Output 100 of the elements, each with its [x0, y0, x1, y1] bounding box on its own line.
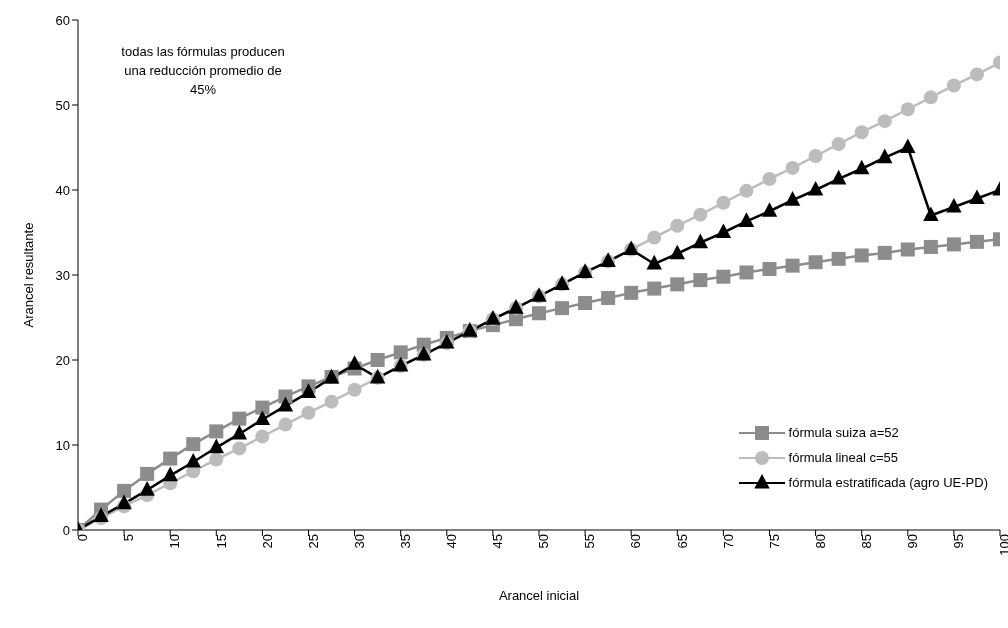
point: [347, 382, 362, 397]
point: [185, 452, 201, 468]
point: [163, 451, 178, 466]
point: [739, 183, 754, 198]
x-tick-label: 85: [858, 534, 874, 549]
y-tick-label: 10: [55, 437, 70, 453]
point: [923, 239, 938, 254]
point: [969, 189, 985, 205]
point: [532, 306, 546, 321]
point: [208, 438, 224, 454]
point: [209, 452, 224, 467]
point: [762, 262, 777, 277]
point: [785, 160, 800, 175]
point: [186, 437, 201, 452]
point: [969, 67, 984, 82]
point: [946, 197, 962, 213]
point: [900, 138, 916, 154]
x-tick-label: 30: [351, 534, 367, 549]
point: [116, 494, 132, 510]
point: [647, 230, 662, 245]
point: [254, 410, 271, 426]
point: [831, 251, 846, 266]
point: [854, 125, 869, 140]
x-tick-label: 0: [75, 534, 91, 542]
point: [139, 480, 155, 496]
point: [346, 355, 363, 370]
point: [93, 507, 109, 522]
x-tick-label: 10: [167, 534, 183, 549]
point: [739, 265, 754, 280]
point: [578, 296, 593, 311]
y-tick-label: 50: [55, 97, 70, 113]
point: [969, 234, 984, 249]
point: [231, 424, 248, 440]
point: [693, 207, 708, 222]
x-tick-label: 90: [905, 534, 921, 549]
x-tick-label: 65: [674, 534, 690, 549]
point: [393, 345, 408, 360]
x-axis-title: Arancel inicial: [498, 588, 580, 603]
point: [370, 353, 385, 367]
y-tick-label: 40: [55, 182, 70, 198]
point: [854, 159, 870, 175]
point: [601, 290, 616, 305]
point: [670, 218, 685, 233]
point: [670, 277, 685, 292]
point: [255, 429, 270, 444]
point: [209, 424, 224, 439]
x-tick-label: 45: [490, 534, 506, 549]
point: [830, 169, 847, 185]
point: [162, 466, 178, 482]
point: [854, 248, 869, 263]
point: [738, 212, 755, 228]
x-tick-label: 75: [766, 534, 782, 549]
point: [647, 281, 662, 296]
x-tick-label: 5: [121, 534, 137, 542]
point: [715, 223, 732, 239]
point: [232, 411, 247, 426]
point: [324, 394, 339, 409]
point: [669, 244, 685, 260]
x-tick-label: 20: [259, 534, 275, 549]
point: [692, 233, 709, 249]
x-tick-label: 95: [951, 534, 967, 549]
x-tick-label: 40: [444, 534, 460, 549]
x-tick-label: 70: [720, 534, 736, 549]
point: [624, 285, 639, 300]
point: [277, 396, 294, 412]
y-tick-label: 30: [55, 267, 70, 283]
point: [278, 417, 293, 432]
x-tick-label: 50: [536, 534, 552, 549]
legend-label: fórmula lineal c=55: [788, 450, 899, 465]
point: [693, 273, 708, 288]
point: [923, 206, 939, 222]
point: [555, 301, 570, 316]
y-tick-label: 20: [55, 352, 70, 368]
point: [300, 383, 317, 398]
point: [807, 180, 824, 196]
legend-label: fórmula suiza a=52: [788, 425, 899, 440]
point: [900, 242, 915, 257]
point: [716, 269, 731, 284]
point: [784, 191, 801, 206]
point: [140, 466, 155, 481]
point: [716, 195, 731, 210]
point: [877, 148, 893, 164]
point: [900, 102, 915, 117]
x-tick-label: 60: [628, 534, 644, 549]
point: [808, 255, 823, 270]
legend-label: fórmula estratificada (agro UE-PD): [788, 475, 988, 490]
x-tick-label: 15: [213, 534, 229, 549]
point: [877, 114, 892, 129]
point: [232, 441, 247, 456]
point: [946, 78, 961, 93]
point: [301, 405, 316, 420]
point: [761, 202, 778, 217]
point: [808, 149, 823, 163]
x-tick-label: 35: [397, 534, 413, 549]
point: [785, 258, 800, 273]
point: [923, 90, 938, 105]
point: [255, 400, 270, 415]
annotation: todas las fórmulas producen una reducción promedio de 45%: [120, 43, 286, 99]
point: [646, 254, 662, 270]
point: [762, 171, 777, 186]
